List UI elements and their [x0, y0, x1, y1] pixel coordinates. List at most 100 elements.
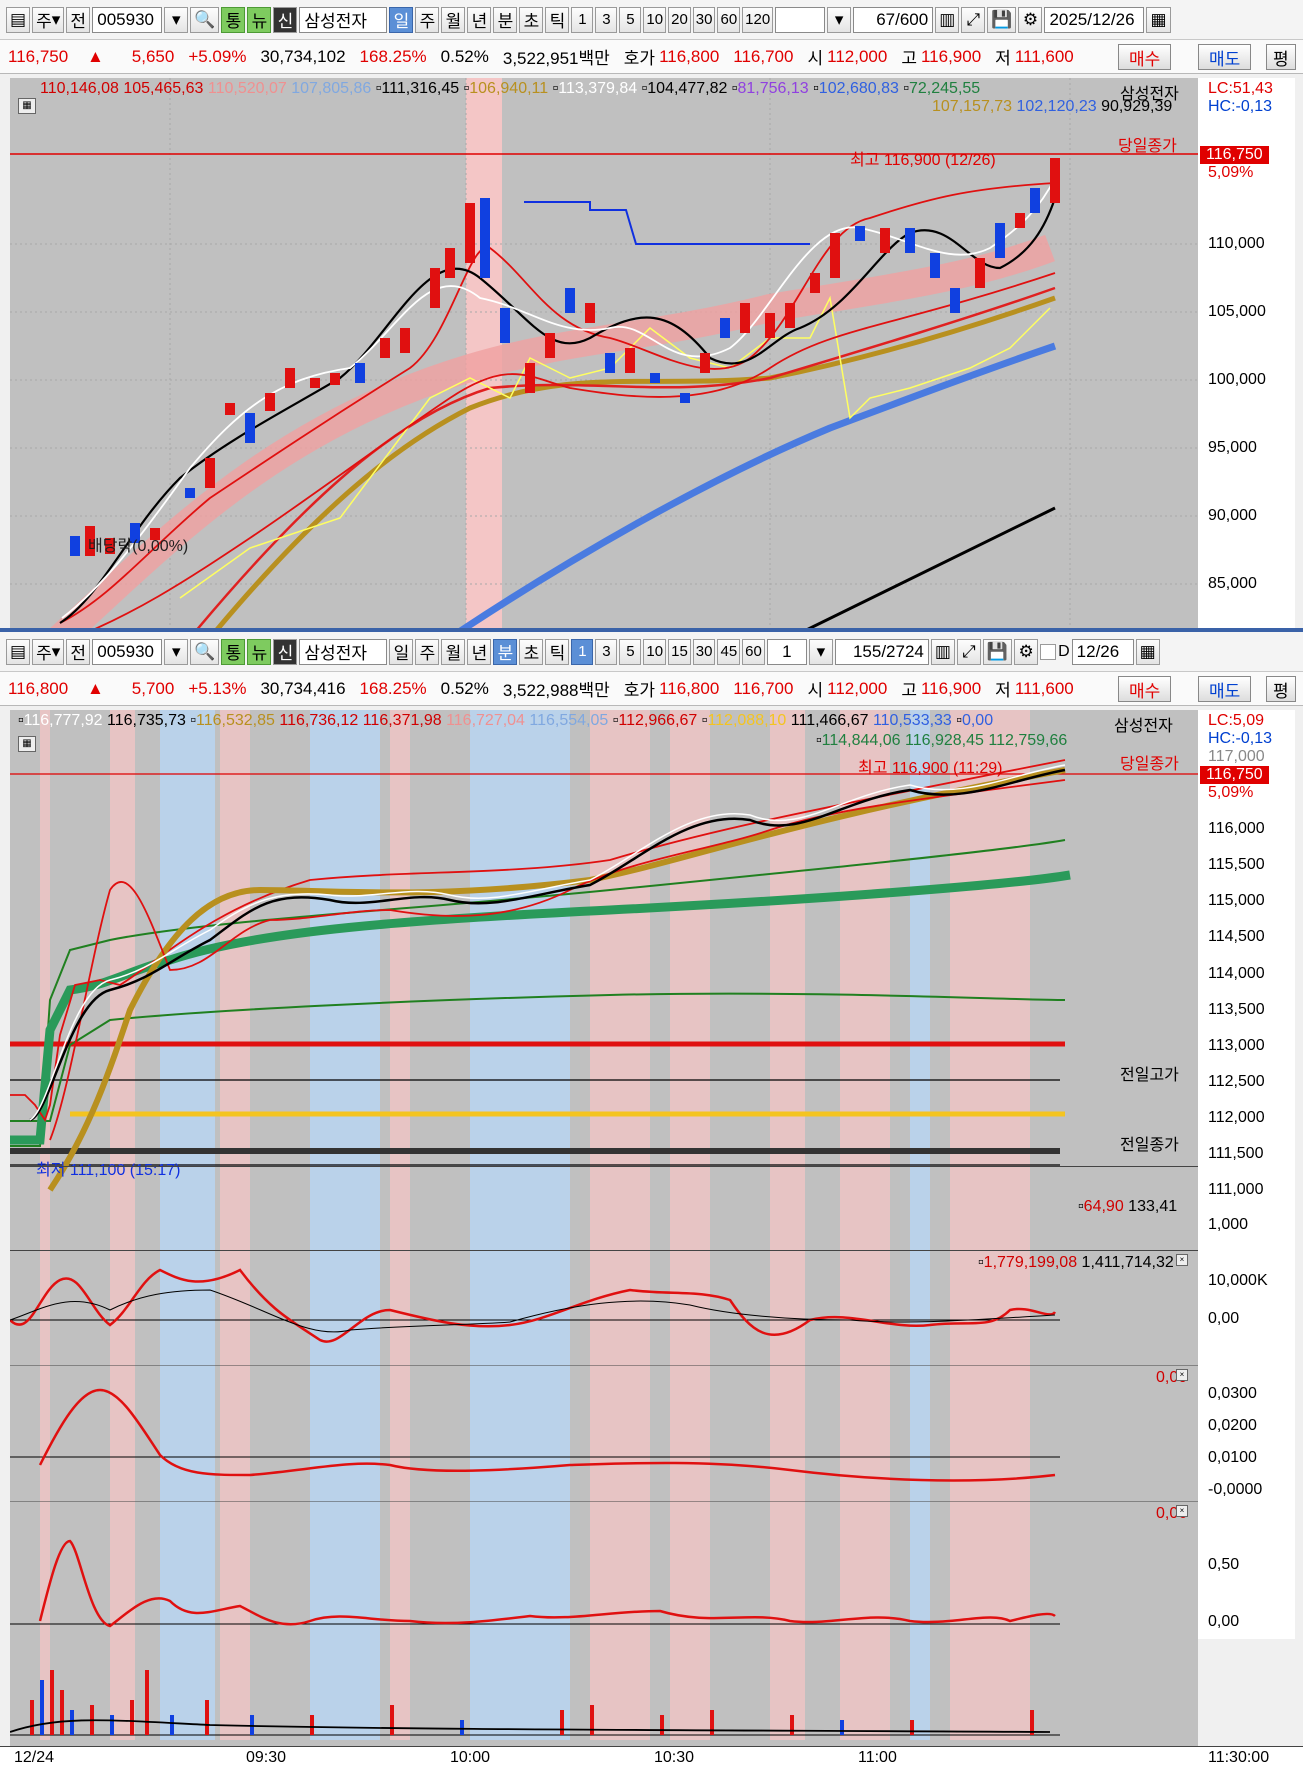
axis-tick: 113,000	[1208, 1037, 1265, 1054]
code-dropdown-icon[interactable]: ▾	[164, 6, 189, 33]
panel-close-icon[interactable]: ×	[1176, 1254, 1188, 1266]
daily-chart-drawing	[10, 78, 1198, 628]
calendar-icon[interactable]: ▦	[1146, 6, 1171, 33]
signal-yellow	[179, 295, 1051, 599]
daily-quote-bar: 116,750 ▲ 5,650 +5.09% 30,734,102 168.25…	[0, 40, 1303, 74]
prev-button[interactable]: 전	[66, 6, 91, 33]
interval-120[interactable]: 120	[742, 6, 774, 33]
indicator-icon[interactable]: ▥	[935, 6, 960, 33]
interval-30[interactable]: 30	[692, 638, 716, 665]
daily-price-chart[interactable]: ▦ 110,146,08 105,465,63 110,520,07 107,8…	[10, 78, 1198, 628]
chart-settings-icon[interactable]: ▦	[18, 98, 36, 114]
prev-button[interactable]: 전	[66, 638, 91, 665]
axis-tick: 0,0300	[1208, 1385, 1257, 1402]
chart-settings-icon[interactable]: ▦	[18, 736, 36, 752]
stock-code-input[interactable]: 005930	[92, 6, 163, 33]
stock-name-field[interactable]: 삼성전자	[299, 6, 388, 33]
sync-button[interactable]: 통	[221, 6, 246, 33]
period-tick-tab[interactable]: 틱	[545, 638, 570, 665]
interval-60[interactable]: 60	[742, 638, 765, 665]
open-price: 112,000	[827, 46, 888, 66]
interval-1[interactable]: 1	[571, 6, 594, 33]
axis-tick: 0,0200	[1208, 1417, 1257, 1434]
stock-type-select[interactable]: 주 ▾	[32, 638, 65, 665]
news-button[interactable]: 뉴	[247, 6, 272, 33]
indicator-icon[interactable]: ▥	[930, 638, 955, 665]
panel-close-icon[interactable]: ×	[1176, 1369, 1188, 1381]
oscillator-1-panel[interactable]: ▫1,779,199,08 1,411,714,32 ×	[10, 1250, 1198, 1365]
stock-code-input[interactable]: 005930	[92, 638, 163, 665]
period-second-tab[interactable]: 초	[519, 6, 544, 33]
sell-button[interactable]: 매도	[1198, 44, 1252, 70]
ma-red	[196, 286, 1056, 628]
buy-button[interactable]: 매수	[1118, 676, 1172, 702]
bar-count-input[interactable]: 155/2724	[834, 638, 929, 665]
interval-10[interactable]: 10	[643, 6, 667, 33]
date-checkbox[interactable]	[1040, 643, 1057, 660]
period-day-tab[interactable]: 일	[389, 6, 414, 33]
interval-3[interactable]: 3	[595, 6, 618, 33]
average-button[interactable]: 평	[1266, 676, 1296, 702]
axis-tick: 0,00	[1208, 1613, 1240, 1630]
date-input[interactable]: 12/26	[1071, 638, 1134, 665]
stock-type-select[interactable]: 주 ▾	[32, 6, 65, 33]
oscillator-3-panel[interactable]: 0,06 ×	[10, 1501, 1198, 1639]
period-tick-tab[interactable]: 틱	[545, 6, 570, 33]
period-year-tab[interactable]: 년	[467, 6, 492, 33]
interval-15[interactable]: 15	[668, 638, 691, 665]
window-menu-icon[interactable]: ▤	[6, 638, 31, 665]
date-input[interactable]: 2025/12/26	[1044, 6, 1145, 33]
news-button[interactable]: 뉴	[247, 638, 272, 665]
interval-20[interactable]: 20	[668, 6, 691, 33]
gear-icon[interactable]: ⚙	[1014, 638, 1039, 665]
hoga-label: 호가	[623, 49, 656, 68]
interval-dropdown-icon[interactable]: ▾	[827, 6, 852, 33]
period-week-tab[interactable]: 주	[415, 638, 440, 665]
volume-ratio: 168.25%	[359, 678, 427, 698]
window-separator[interactable]	[0, 628, 1303, 632]
interval-10[interactable]: 10	[643, 638, 667, 665]
bar-count-input[interactable]: 67/600	[853, 6, 934, 33]
period-minute-tab[interactable]: 분	[493, 6, 518, 33]
period-month-tab[interactable]: 월	[441, 6, 466, 33]
calendar-icon[interactable]: ▦	[1135, 638, 1160, 665]
search-icon[interactable]: 🔍	[190, 6, 220, 33]
window-menu-icon[interactable]: ▤	[6, 6, 31, 33]
period-year-tab[interactable]: 년	[467, 638, 492, 665]
interval-custom-input[interactable]	[775, 6, 826, 33]
period-minute-tab[interactable]: 분	[493, 638, 518, 665]
period-second-tab[interactable]: 초	[519, 638, 544, 665]
search-icon[interactable]: 🔍	[190, 638, 220, 665]
stock-name-field[interactable]: 삼성전자	[299, 638, 388, 665]
interval-unit-input[interactable]: 1	[766, 638, 807, 665]
interval-5[interactable]: 5	[619, 638, 642, 665]
open-label: 시	[807, 49, 824, 68]
interval-5[interactable]: 5	[619, 6, 642, 33]
drawing-tool-icon[interactable]: ⤢	[956, 638, 981, 665]
period-day-tab[interactable]: 일	[389, 638, 414, 665]
save-icon[interactable]: 💾	[982, 638, 1013, 665]
interval-30[interactable]: 30	[692, 6, 716, 33]
minute-chart-area[interactable]: ▦ ▫116,777,92 116,735,73 ▫116,532,85 116…	[10, 710, 1198, 1770]
interval-60[interactable]: 60	[717, 6, 741, 33]
period-month-tab[interactable]: 월	[441, 638, 466, 665]
save-icon[interactable]: 💾	[987, 6, 1017, 33]
period-week-tab[interactable]: 주	[415, 6, 440, 33]
oscillator-2-panel[interactable]: 0,00 ×	[10, 1365, 1198, 1501]
panel-close-icon[interactable]: ×	[1176, 1505, 1188, 1517]
average-button[interactable]: 평	[1266, 44, 1296, 70]
credit-button[interactable]: 신	[273, 638, 298, 665]
interval-1[interactable]: 1	[571, 638, 594, 665]
sync-button[interactable]: 통	[221, 638, 246, 665]
code-dropdown-icon[interactable]: ▾	[164, 638, 189, 665]
interval-3[interactable]: 3	[595, 638, 618, 665]
interval-dropdown-icon[interactable]: ▾	[808, 638, 833, 665]
interval-45[interactable]: 45	[717, 638, 741, 665]
drawing-tool-icon[interactable]: ⤢	[961, 6, 986, 33]
osc1-line	[10, 1268, 1057, 1343]
buy-button[interactable]: 매수	[1118, 44, 1172, 70]
gear-icon[interactable]: ⚙	[1018, 6, 1043, 33]
sell-button[interactable]: 매도	[1198, 676, 1252, 702]
volume: 30,734,102	[260, 46, 346, 66]
credit-button[interactable]: 신	[273, 6, 298, 33]
